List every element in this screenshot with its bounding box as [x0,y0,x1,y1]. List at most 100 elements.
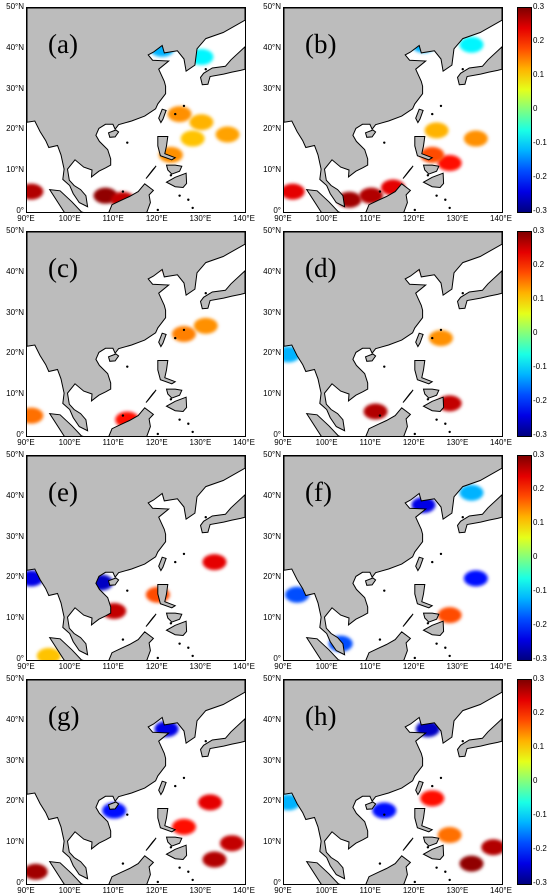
anomaly-patch [102,802,127,819]
anomaly-patch [36,647,61,660]
x-tick-label: 90°E [274,438,292,447]
island-dot [182,776,186,780]
y-tick-label: 10°N [263,837,281,847]
y-tick-label: 20°N [263,124,281,134]
x-tick-label: 140°E [233,214,255,223]
island-dot [191,430,194,434]
y-tick-label: 40°N [6,42,24,52]
island-dot [174,112,177,116]
land-mass [27,680,245,880]
land-mass [456,718,502,758]
y-tick-label: 10°N [263,389,281,399]
land-mass [145,165,157,179]
x-tick-label: 120°E [402,886,425,895]
land-mass [165,612,183,623]
land-mass [145,837,157,851]
colorbar-tick-label: 0.3 [533,226,545,235]
colorbar-tick-label: 0 [533,776,538,785]
island-dot [426,622,430,625]
x-tick-label: 140°E [490,662,512,671]
land-mass [422,172,445,189]
land-mass [305,860,341,884]
land-mass [199,718,245,758]
map-panel [26,455,246,661]
anomaly-patch [27,863,48,880]
land-mass [415,108,424,124]
island-dot [444,198,447,201]
x-tick-label: 130°E [446,662,469,671]
land-mass [107,353,120,362]
colorbar-tick-label: 0.3 [533,450,545,459]
island-dot [191,206,194,210]
land-mass [456,46,502,86]
land-mass [415,332,424,348]
island-dot [413,432,416,436]
colorbar-tick-label: -0.1 [533,810,547,819]
x-tick-label: 110°E [359,438,381,447]
island-dot [156,656,159,660]
y-tick-label: 10°N [6,165,24,175]
island-dot [383,365,386,368]
anomaly-patch [359,187,384,204]
y-tick-label: 10°N [6,837,24,847]
land-mass [364,353,377,362]
x-tick-label: 110°E [359,662,381,671]
island-dot [426,398,430,401]
island-dot [178,194,181,197]
anomaly-patch [198,794,223,811]
anomaly-patch [363,403,388,420]
island-dot [182,328,186,332]
x-tick-label: 100°E [315,214,338,223]
land-mass [305,412,341,436]
land-mass [107,129,120,138]
island-dot [431,784,434,788]
colorbar-tick-label: 0 [533,552,538,561]
land-mass [108,855,155,884]
island-dot [182,552,186,556]
land-mass [165,836,183,847]
map-panel [26,231,246,437]
island-dot [378,862,382,865]
land-mass [158,108,167,124]
y-tick-label: 20°N [263,348,281,358]
anomaly-patch [171,326,196,342]
land-mass [365,407,412,436]
island-dot [413,208,416,212]
land-mass [364,577,377,586]
y-tick-label: 50°N [6,674,24,683]
x-tick-label: 120°E [145,886,168,895]
anomaly-patch [459,855,484,872]
land-mass [414,584,434,609]
island-dot [435,194,438,197]
island-dot [444,646,447,649]
island-dot [126,141,129,144]
anomaly-patch [437,155,462,172]
island-dot [413,880,416,884]
anomaly-patch [463,570,488,587]
island-dot [435,866,438,869]
land-mass [402,389,414,403]
y-tick-label: 50°N [263,450,281,459]
panel-label: (h) [305,701,337,731]
map-svg [27,232,245,436]
land-mass [48,636,84,660]
island-dot [178,642,181,645]
land-mass [145,613,157,627]
land-mass [27,456,245,656]
island-dot [156,432,159,436]
island-dot [448,430,451,434]
land-mass [158,332,167,348]
colorbar-tick-label: 0.3 [533,674,545,683]
x-tick-label: 120°E [402,662,425,671]
colorbar-tick-label: 0.1 [533,742,545,751]
y-tick-label: 30°N [6,531,24,541]
x-tick-label: 120°E [402,438,425,447]
anomaly-patch [463,130,488,147]
x-tick-label: 110°E [102,438,124,447]
island-dot [448,654,451,658]
x-tick-label: 90°E [274,886,292,895]
y-tick-label: 0° [273,206,281,215]
island-dot [121,414,125,417]
anomaly-patch [27,407,44,424]
x-tick-label: 90°E [17,214,35,223]
